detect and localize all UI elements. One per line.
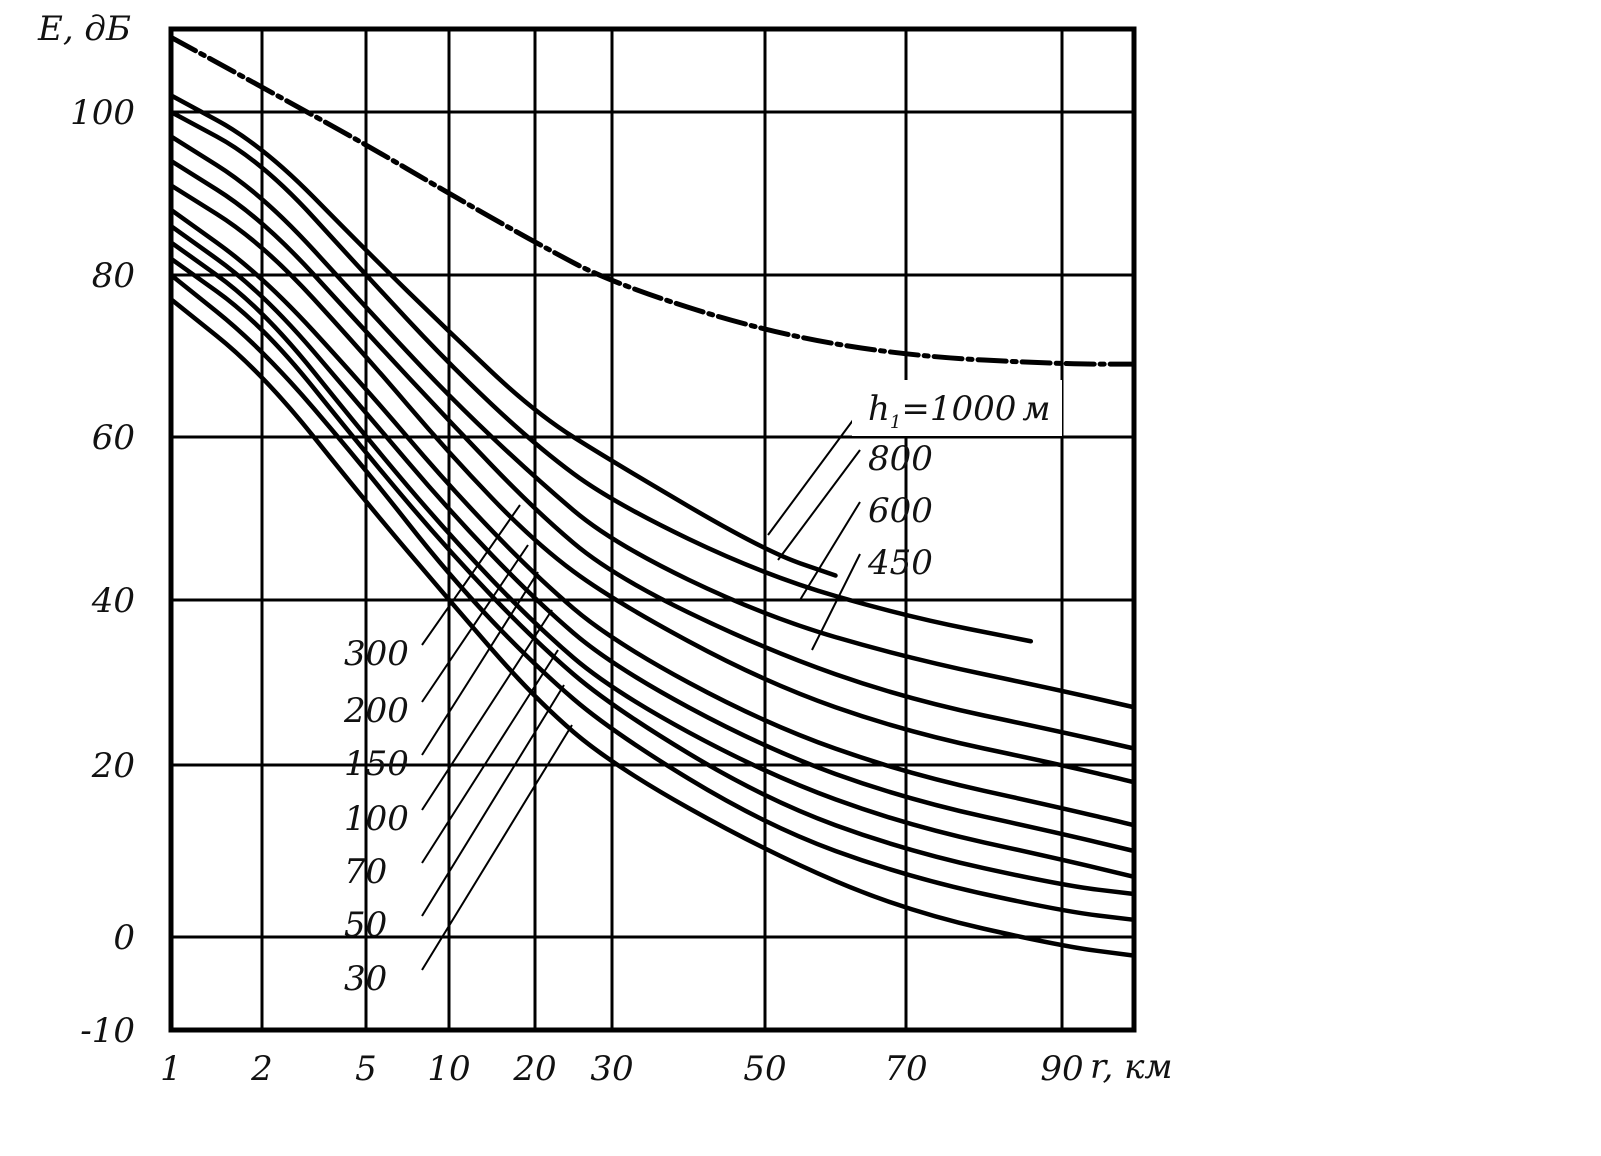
y-tick-labels: 100 80 60 40 20 0 -10	[70, 93, 135, 1051]
leader-300	[421, 504, 521, 646]
y-tick-label--10: -10	[80, 1011, 135, 1051]
x-tick-label-70: 70	[884, 1049, 927, 1089]
curve-label-300: 300	[344, 634, 409, 674]
leader-800	[777, 449, 861, 561]
series-labels: 800 600 450 300 200 150 100 70 50 30	[343, 439, 933, 999]
grid	[171, 29, 1134, 1030]
x-axis-title: r, км	[1090, 1047, 1173, 1087]
curve-label-equals: =	[901, 389, 930, 429]
leader-100	[421, 609, 553, 811]
curve-450	[168, 158, 1137, 751]
y-tick-label-40: 40	[91, 581, 135, 621]
leader-70	[421, 649, 559, 864]
leader-600	[799, 501, 861, 601]
x-tick-label-10: 10	[427, 1049, 470, 1089]
curve-30	[168, 297, 1137, 958]
x-tick-label-1: 1	[160, 1049, 182, 1089]
curve-label-unit: м	[1022, 389, 1050, 429]
x-tick-label-2: 2	[250, 1049, 273, 1089]
curve-200	[168, 207, 1137, 828]
y-tick-label-20: 20	[91, 746, 135, 786]
curve-label-1000: h1=1000 м	[868, 389, 1051, 433]
y-tick-label-60: 60	[92, 418, 135, 458]
label-leaders	[421, 380, 1062, 971]
plot-frame	[168, 26, 1137, 1033]
curve-50	[168, 272, 1137, 923]
x-tick-label-20: 20	[512, 1049, 556, 1089]
y-axis-title: E, дБ	[37, 9, 131, 49]
leader-150	[421, 571, 539, 756]
curve-150	[168, 223, 1137, 854]
leader-1000	[767, 407, 863, 536]
y-tick-label-0: 0	[113, 918, 135, 958]
curve-label-50: 50	[344, 905, 387, 945]
x-tick-labels: 1 2 5 10 20 30 50 70 90	[160, 1049, 1083, 1089]
curve-label-1000-backing	[852, 380, 1062, 436]
curve-label-prefix: h	[868, 389, 890, 429]
curve-reference	[168, 34, 1137, 367]
curve-70	[168, 256, 1137, 897]
curve-label-150: 150	[344, 744, 409, 784]
leader-200	[421, 544, 529, 703]
x-tick-label-30: 30	[590, 1049, 633, 1089]
x-tick-label-50: 50	[743, 1049, 786, 1089]
curve-label-subscript: 1	[890, 412, 901, 433]
curve-label-800: 800	[868, 439, 933, 479]
curve-label-1000-value: 1000	[930, 389, 1017, 429]
curve-label-100: 100	[344, 799, 409, 839]
curve-100	[168, 240, 1137, 880]
x-tick-label-90: 90	[1040, 1049, 1083, 1089]
y-tick-label-100: 100	[70, 93, 135, 133]
curve-800	[168, 109, 1034, 644]
y-tick-label-80: 80	[92, 256, 135, 296]
curve-label-450: 450	[867, 543, 933, 583]
curve-600	[168, 134, 1137, 710]
leader-450	[811, 553, 861, 651]
curve-label-30: 30	[344, 959, 387, 999]
leader-30	[421, 724, 573, 971]
curve-label-600: 600	[868, 491, 933, 531]
leader-50	[421, 684, 565, 917]
curve-300	[168, 183, 1137, 785]
curve-1000	[168, 93, 838, 578]
curve-label-70: 70	[344, 852, 387, 892]
curves	[168, 34, 1137, 958]
x-tick-label-5: 5	[355, 1049, 377, 1089]
curve-label-200: 200	[343, 691, 409, 731]
